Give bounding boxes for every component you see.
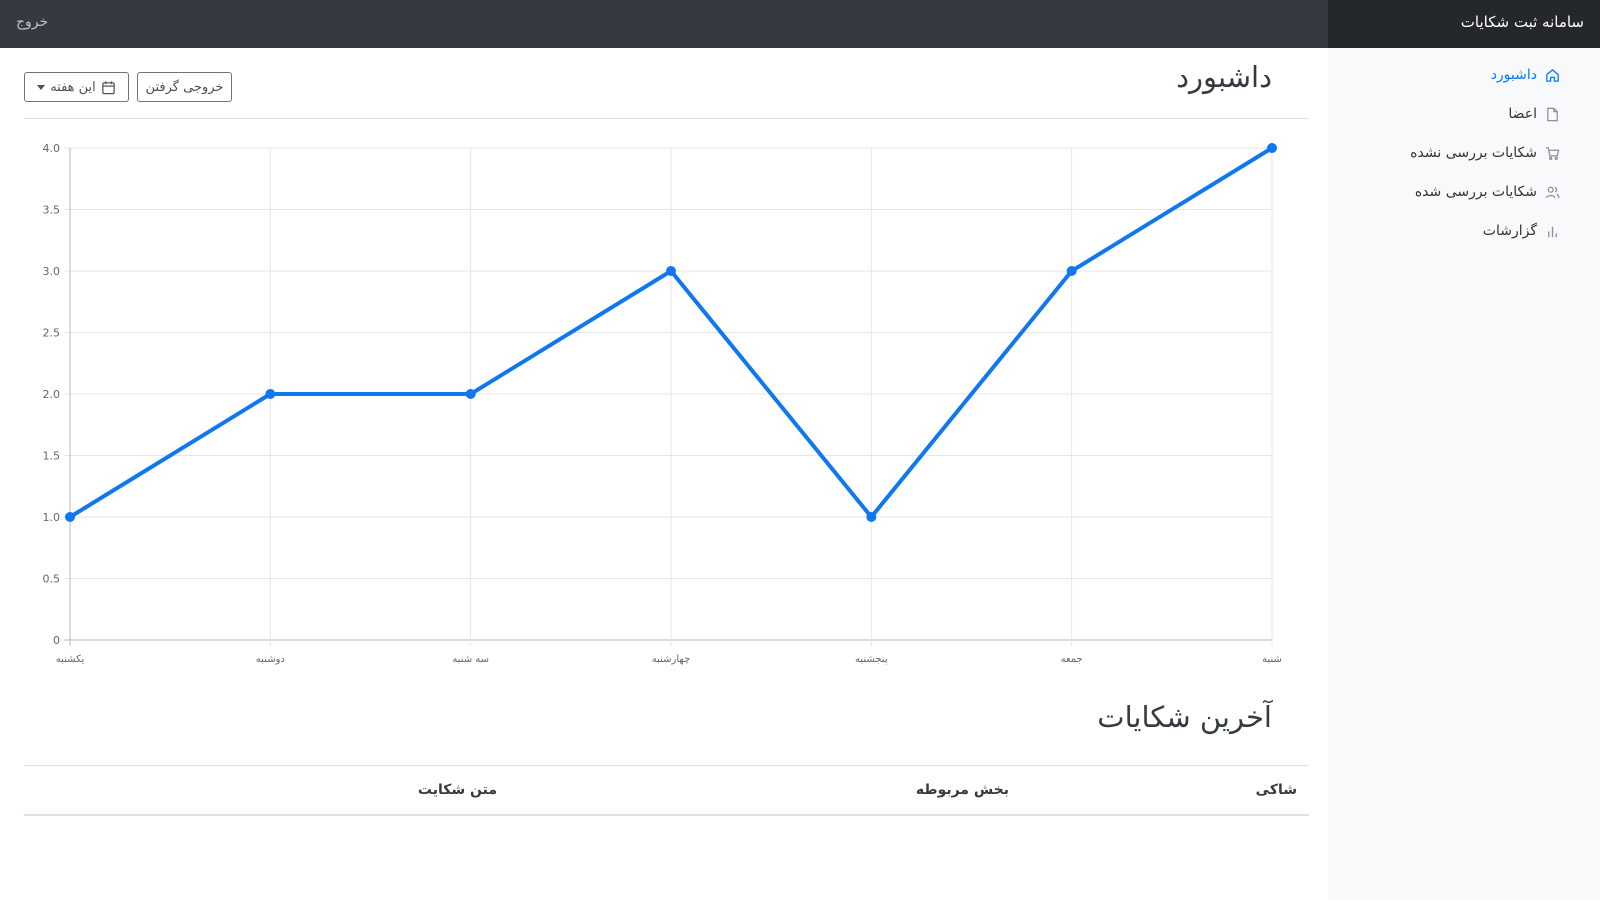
y-tick-label: 1.5 — [43, 450, 61, 463]
data-point — [1267, 143, 1277, 153]
sidebar-item-dashboard[interactable]: داشبورد — [1491, 64, 1560, 86]
x-tick-label: دوشنبه — [256, 654, 285, 665]
sidebar: داشبورد اعضا شکایات بررسی نشده شکایات بر… — [1328, 48, 1600, 900]
sidebar-item-reviewed[interactable]: شکایات بررسی شده — [1415, 181, 1560, 203]
sidebar-item-members[interactable]: اعضا — [1508, 103, 1560, 125]
y-tick-label: 4.0 — [43, 142, 61, 155]
y-tick-label: 0.5 — [43, 573, 61, 586]
signout-link[interactable]: خروج — [16, 14, 49, 30]
export-button-label: خروجی گرفتن — [145, 79, 224, 95]
sidebar-item-label: شکایات بررسی نشده — [1410, 145, 1537, 161]
calendar-icon — [102, 80, 115, 94]
page-title: داشبورد — [1176, 60, 1272, 94]
x-tick-label: یکشنبه — [56, 654, 85, 665]
y-tick-label: 2.5 — [43, 327, 61, 340]
column-header-department: بخش مربوطه — [915, 782, 1009, 798]
y-tick-label: 1.0 — [43, 511, 61, 524]
sidebar-item-label: شکایات بررسی شده — [1414, 184, 1537, 200]
users-icon — [1544, 184, 1560, 200]
data-point — [666, 266, 676, 276]
table-top-border — [24, 765, 1309, 766]
brand-title[interactable]: سامانه ثبت شکایات — [1328, 0, 1600, 48]
data-point — [265, 389, 276, 399]
bar-chart-icon — [1544, 223, 1560, 239]
x-tick-label: چهارشنبه — [652, 654, 690, 665]
header-divider — [24, 118, 1309, 119]
y-tick-label: 3.0 — [43, 265, 61, 278]
export-button[interactable]: خروجی گرفتن — [137, 72, 232, 102]
complaints-table: شاکی بخش مربوطه متن شکایت — [24, 765, 1309, 816]
data-point — [1066, 266, 1077, 276]
sidebar-item-reports[interactable]: گزارشات — [1483, 220, 1560, 242]
sidebar-item-label: اعضا — [1508, 106, 1537, 122]
x-tick-label: پنجشنبه — [855, 654, 888, 665]
y-tick-label: 0 — [53, 634, 60, 647]
x-tick-label: سه شنبه — [452, 654, 489, 665]
sidebar-item-label: داشبورد — [1490, 67, 1537, 83]
table-header-row: شاکی بخش مربوطه متن شکایت — [24, 766, 1309, 814]
data-point — [866, 512, 877, 522]
week-dropdown-button[interactable]: این هفته — [24, 72, 129, 102]
recent-complaints-title: آخرین شکایات — [1097, 700, 1272, 734]
table-header-border — [24, 814, 1309, 816]
x-tick-label: شنبه — [1262, 654, 1282, 665]
data-point — [65, 512, 75, 522]
x-tick-label: جمعه — [1061, 654, 1083, 665]
caret-down-icon — [37, 84, 46, 90]
y-tick-label: 3.5 — [43, 204, 61, 217]
y-tick-label: 2.0 — [43, 388, 61, 401]
top-navbar: سامانه ثبت شکایات خروج — [0, 0, 1600, 48]
week-dropdown-label: این هفته — [50, 79, 96, 95]
sidebar-item-unreviewed[interactable]: شکایات بررسی نشده — [1410, 142, 1560, 164]
column-header-complaint-text: متن شکایت — [417, 782, 497, 798]
data-point — [465, 389, 476, 399]
column-header-complainant: شاکی — [1255, 782, 1297, 798]
weekly-line-chart: 0 0.5 1.0 1.5 2.0 2.5 3.0 3.5 4.0 یکشنبه دوشنبه سه … — [43, 142, 1282, 665]
file-icon — [1544, 106, 1560, 122]
home-icon — [1544, 67, 1560, 83]
sidebar-item-label: گزارشات — [1482, 223, 1537, 239]
shopping-cart-icon — [1544, 145, 1560, 161]
